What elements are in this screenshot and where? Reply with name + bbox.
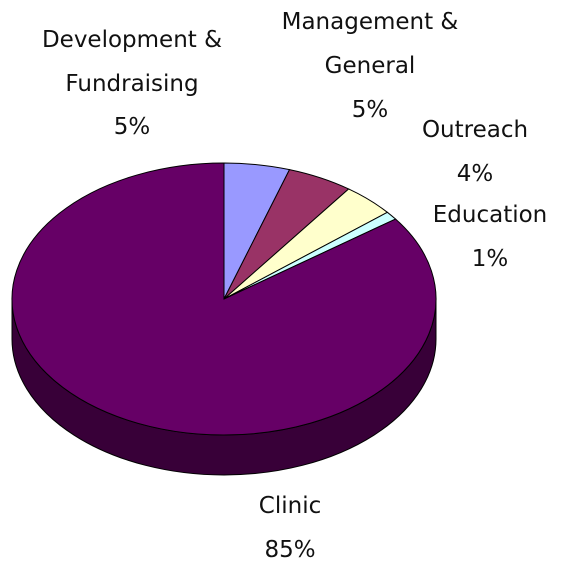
slice-label: Development & Fundraising [41, 27, 223, 97]
value-label: 5% [113, 114, 151, 140]
value-label: 4% [456, 161, 494, 187]
value-label: 5% [351, 97, 389, 123]
value-label: 85% [264, 537, 316, 563]
value-label: 1% [471, 246, 509, 272]
slice-label: Management & General [281, 9, 459, 79]
slice-label: Outreach [421, 117, 529, 143]
slice-label: Clinic [258, 493, 322, 519]
slice [11, 162, 437, 436]
slice-label: Education [432, 202, 548, 228]
